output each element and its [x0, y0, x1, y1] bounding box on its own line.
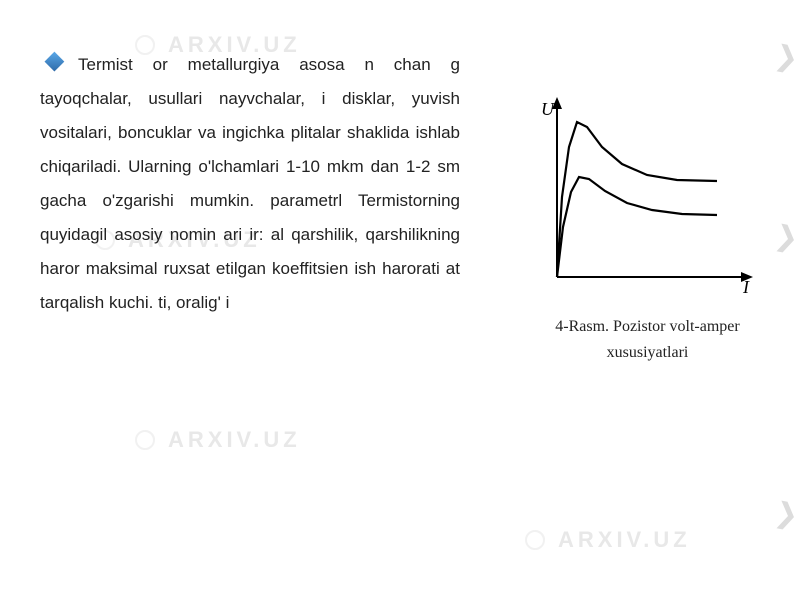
- watermark-text: ARXIV.UZ: [168, 427, 301, 453]
- caption-line-2: xususiyatlari: [607, 344, 689, 361]
- decorative-tick: ❯: [772, 38, 800, 75]
- body-text-block: Termist or metallurgiya asosa n chan g t…: [40, 48, 460, 320]
- watermark: ARXIV.UZ: [520, 525, 691, 555]
- curve-lower: [557, 177, 717, 277]
- watermark-text: ARXIV.UZ: [558, 527, 691, 553]
- body-text: Termist or metallurgiya asosa n chan g t…: [40, 55, 460, 312]
- x-axis-label: I: [742, 277, 750, 295]
- watermark-icon: [520, 525, 550, 555]
- bullet-icon: [45, 52, 65, 72]
- curve-upper: [557, 122, 717, 277]
- iv-curve-plot: U I: [535, 95, 760, 295]
- y-axis-label: U: [541, 99, 555, 119]
- figure-caption: 4-Rasm. Pozistor volt-amper xususiyatlar…: [530, 314, 765, 365]
- watermark-icon: [130, 425, 160, 455]
- decorative-tick: ❯: [772, 218, 800, 255]
- watermark: ARXIV.UZ: [130, 425, 301, 455]
- axes: U I: [541, 97, 753, 295]
- caption-line-1: 4-Rasm. Pozistor volt-amper: [555, 318, 739, 335]
- figure-container: U I 4-Rasm. Pozistor volt-amper xususiya…: [530, 95, 765, 365]
- decorative-tick: ❯: [772, 495, 800, 532]
